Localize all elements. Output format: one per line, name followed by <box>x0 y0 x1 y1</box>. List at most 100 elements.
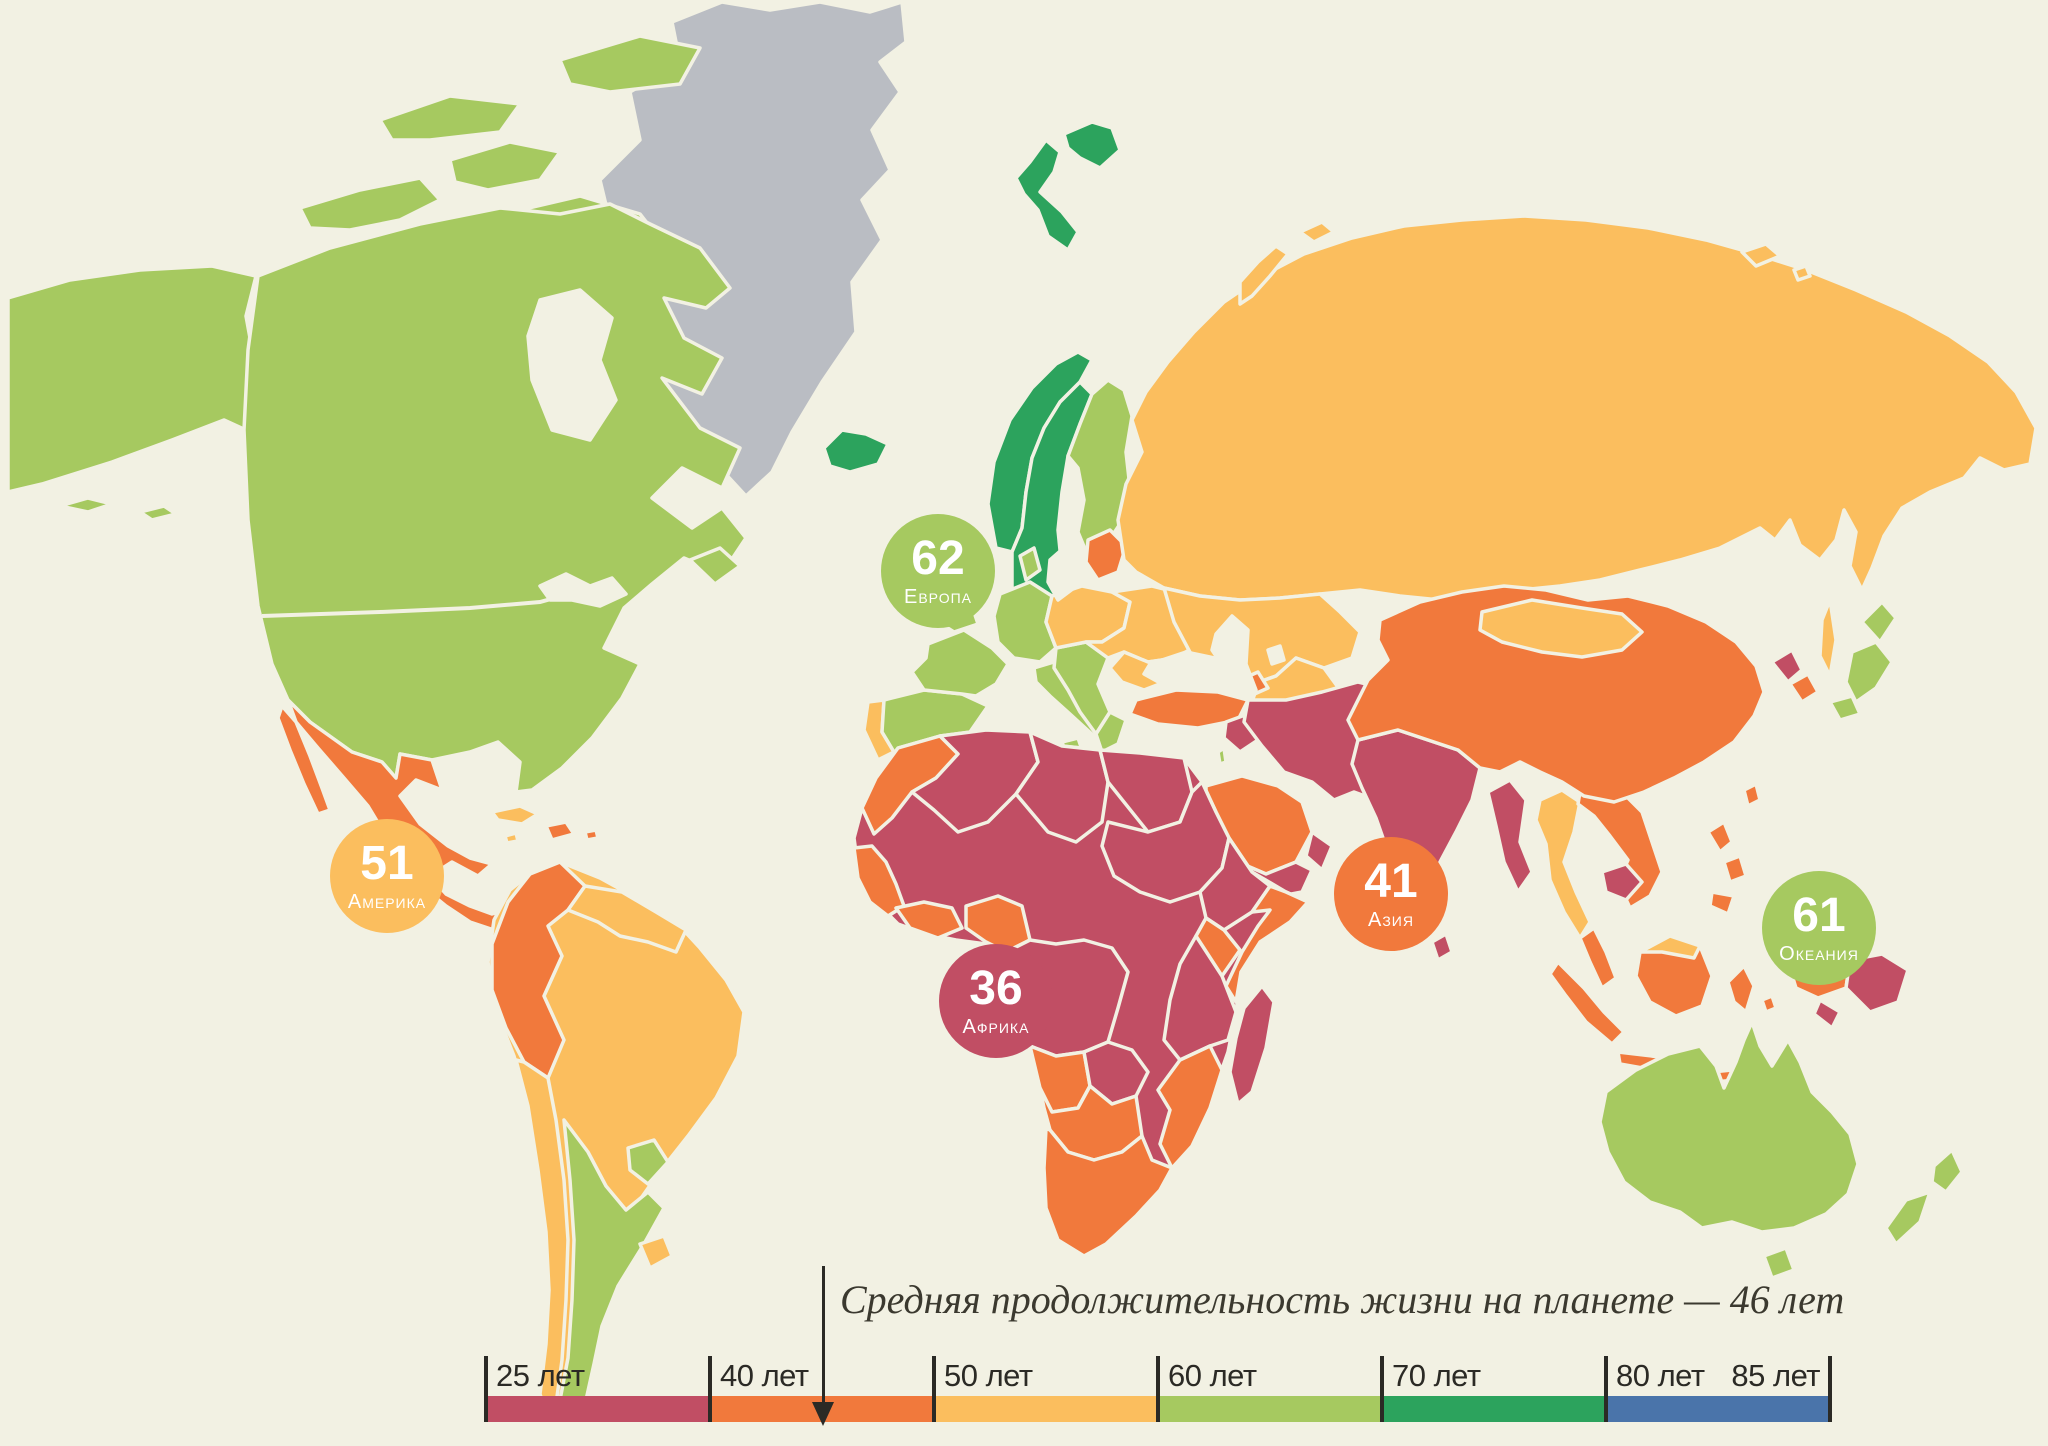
legend-label-2: 50 лет <box>944 1358 1033 1393</box>
legend-tick-0 <box>484 1356 488 1422</box>
badge-america: 51 Америка <box>330 819 444 933</box>
legend-tick-2 <box>932 1356 936 1422</box>
average-life-note: Средняя продолжительность жизни на плане… <box>840 1277 1845 1322</box>
us-canada-border <box>261 582 615 618</box>
legend-segment-c60_70 <box>1158 1396 1382 1422</box>
region-jamaica <box>503 831 520 845</box>
legend-label-0: 25 лет <box>496 1358 585 1393</box>
region-japan-hokkaido <box>1860 600 1898 644</box>
legend-segment-c80_85 <box>1606 1396 1830 1422</box>
badge-africa: 36 Африка <box>939 944 1053 1058</box>
badge-america-label: Америка <box>347 890 427 913</box>
legend-tick-4 <box>1380 1356 1384 1422</box>
badge-asia: 41 Азия <box>1334 837 1448 951</box>
region-china <box>1346 584 1766 804</box>
region-papua-new-guinea <box>1844 952 1910 1014</box>
region-new-zealand-north <box>1930 1148 1964 1194</box>
region-israel <box>1216 746 1228 766</box>
region-svalbard-west <box>1014 138 1080 252</box>
region-myanmar <box>1486 778 1534 894</box>
region-taiwan <box>1742 782 1762 808</box>
region-sumatra <box>1548 960 1626 1046</box>
region-franz-josef-land <box>1298 220 1336 244</box>
region-cuba <box>490 804 540 826</box>
legend-segment-c25_40 <box>486 1396 710 1422</box>
region-baltic-sea <box>1046 544 1084 602</box>
region-ivory-coast-ghana <box>894 900 964 940</box>
region-algeria <box>910 728 1040 834</box>
region-thailand <box>1534 788 1592 940</box>
region-sri-lanka <box>1430 932 1454 962</box>
region-moluccas <box>1760 994 1778 1014</box>
legend-label-3: 60 лет <box>1168 1358 1257 1393</box>
region-hispaniola <box>544 820 576 842</box>
region-novaya-zemlya <box>1238 244 1290 306</box>
badge-africa-value: 36 <box>969 961 1023 1015</box>
region-malay-peninsula <box>1578 926 1618 990</box>
region-philippines-visayas <box>1722 854 1748 884</box>
badge-europe: 62 Европа <box>881 514 995 628</box>
legend-tick-6 <box>1828 1356 1832 1422</box>
region-japan-kyushu <box>1828 694 1862 722</box>
region-baja-california <box>276 704 332 816</box>
region-newfoundland <box>688 546 742 586</box>
region-arctic-island-banks <box>298 176 442 232</box>
region-argentina <box>558 1118 666 1418</box>
region-philippines-luzon <box>1706 820 1734 854</box>
region-new-zealand-south <box>1884 1190 1932 1246</box>
legend-label-1: 40 лет <box>720 1358 809 1393</box>
legend-segment-c50_60 <box>934 1396 1158 1422</box>
region-baltics <box>1084 528 1128 582</box>
badge-europe-value: 62 <box>911 531 965 585</box>
region-germany-central-europe <box>992 580 1058 664</box>
legend-tick-3 <box>1156 1356 1160 1422</box>
legend-tick-1 <box>708 1356 712 1422</box>
region-puerto-rico <box>583 828 600 842</box>
region-arctic-island-victoria <box>448 140 562 192</box>
badge-oceania: 61 Океания <box>1762 871 1876 985</box>
region-cambodia <box>1600 862 1644 902</box>
region-malaysia-borneo <box>1638 934 1702 960</box>
region-arctic-islet <box>1792 264 1812 282</box>
badge-oceania-value: 61 <box>1792 888 1846 942</box>
region-libya <box>1014 730 1110 844</box>
region-venezuela-guianas <box>566 884 688 954</box>
region-south-africa <box>1042 1126 1174 1258</box>
badge-america-value: 51 <box>360 836 414 890</box>
region-australia <box>1598 1020 1860 1234</box>
region-svalbard-east <box>1062 120 1122 170</box>
region-sakhalin <box>1818 598 1838 678</box>
badge-asia-value: 41 <box>1364 854 1418 908</box>
region-aleutians-2 <box>138 504 178 522</box>
badge-africa-label: Африка <box>962 1015 1030 1038</box>
region-aral-sea <box>1266 644 1286 666</box>
region-japan-honshu <box>1844 640 1894 704</box>
region-arctic-island-ellesmere <box>558 34 702 94</box>
region-canada-usa <box>242 202 748 794</box>
legend-label-4: 70 лет <box>1392 1358 1481 1393</box>
region-sulawesi <box>1726 964 1756 1014</box>
region-tasmania <box>1762 1246 1796 1280</box>
region-philippines-mindanao <box>1708 890 1736 916</box>
region-madagascar <box>1228 984 1276 1106</box>
region-denmark <box>1018 546 1042 582</box>
region-uruguay <box>638 1234 674 1270</box>
region-aleutians-1 <box>58 496 114 514</box>
region-wrangel-island <box>1740 242 1782 268</box>
region-hudson-bay <box>526 288 618 442</box>
legend-label-6: 85 лет <box>1731 1358 1820 1393</box>
region-iceland <box>822 428 890 474</box>
region-papua-tail <box>1812 998 1842 1030</box>
badge-europe-label: Европа <box>904 585 972 608</box>
region-france <box>910 628 1010 698</box>
region-mongolia <box>1478 598 1644 659</box>
average-arrow-line <box>821 1266 825 1402</box>
region-north-korea <box>1770 648 1804 684</box>
legend-segment-c70_80 <box>1382 1396 1606 1422</box>
average-arrow-head-icon <box>812 1402 834 1426</box>
legend-tick-5 <box>1604 1356 1608 1422</box>
region-mozambique <box>1156 1044 1224 1170</box>
badge-asia-label: Азия <box>1368 908 1414 931</box>
region-paraguay <box>626 1138 670 1186</box>
